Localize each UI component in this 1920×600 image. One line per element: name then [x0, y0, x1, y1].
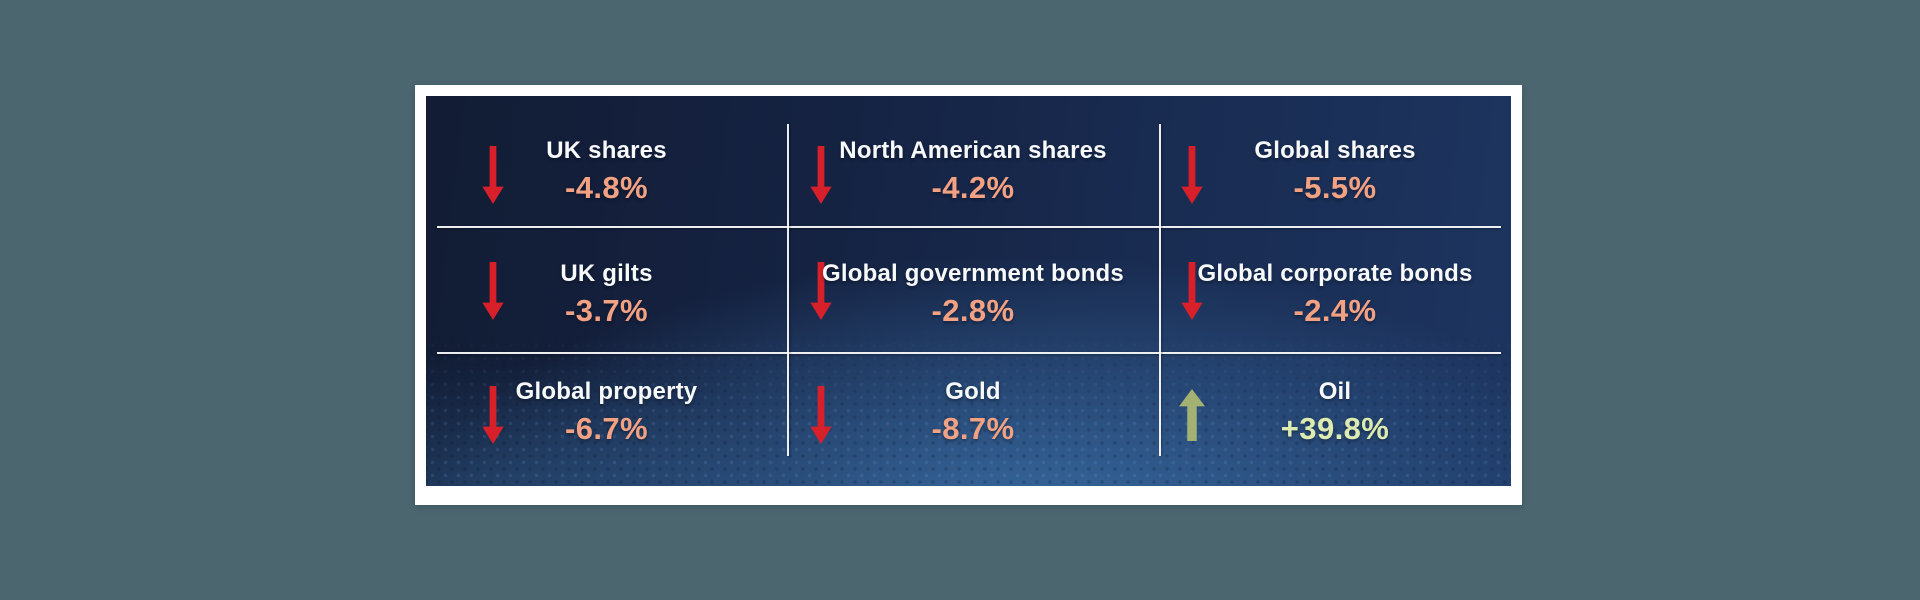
asset-label: Global government bonds — [822, 259, 1124, 287]
asset-label: UK gilts — [560, 259, 653, 287]
asset-value: -6.7% — [565, 410, 648, 446]
asset-label: UK shares — [546, 136, 667, 164]
asset-value: +39.8% — [1280, 410, 1390, 446]
asset-returns-card-frame: UK shares -4.8% North American shares -4… — [415, 85, 1522, 505]
asset-returns-panel: UK shares -4.8% North American shares -4… — [426, 96, 1511, 486]
cell-global-shares: Global shares -5.5% — [1159, 96, 1511, 226]
cell-text: Global corporate bonds -2.4% — [1159, 226, 1511, 352]
cell-global-corporate-bonds: Global corporate bonds -2.4% — [1159, 226, 1511, 352]
cell-text: Gold -8.7% — [787, 352, 1159, 486]
asset-label: Oil — [1318, 377, 1352, 405]
row-divider-2 — [437, 352, 1501, 354]
down-arrow-icon — [808, 386, 834, 444]
asset-grid: UK shares -4.8% North American shares -4… — [426, 96, 1511, 486]
asset-value: -2.4% — [1293, 292, 1377, 328]
column-divider-1 — [787, 124, 789, 456]
down-arrow-icon — [1179, 146, 1205, 204]
asset-label: Global corporate bonds — [1197, 259, 1473, 287]
cell-oil: Oil +39.8% — [1159, 352, 1511, 486]
row-divider-1 — [437, 226, 1501, 228]
down-arrow-icon — [480, 146, 506, 204]
cell-uk-gilts: UK gilts -3.7% — [426, 226, 787, 352]
down-arrow-icon — [480, 386, 506, 444]
asset-value: -4.2% — [931, 169, 1015, 205]
down-arrow-icon — [808, 146, 834, 204]
cell-text: Global government bonds -2.8% — [787, 226, 1159, 352]
column-divider-2 — [1159, 124, 1161, 456]
asset-value: -3.7% — [565, 292, 648, 328]
cell-text: Global property -6.7% — [426, 352, 787, 486]
asset-label: Gold — [945, 377, 1001, 405]
cell-text: UK shares -4.8% — [426, 96, 787, 226]
cell-global-government-bonds: Global government bonds -2.8% — [787, 226, 1159, 352]
asset-value: -4.8% — [565, 169, 648, 205]
cell-text: North American shares -4.2% — [787, 96, 1159, 226]
cell-gold: Gold -8.7% — [787, 352, 1159, 486]
down-arrow-icon — [808, 262, 834, 320]
asset-value: -5.5% — [1293, 169, 1377, 205]
cell-text: UK gilts -3.7% — [426, 226, 787, 352]
up-arrow-icon — [1179, 386, 1205, 444]
down-arrow-icon — [480, 262, 506, 320]
cell-global-property: Global property -6.7% — [426, 352, 787, 486]
asset-label: Global property — [515, 377, 698, 405]
asset-label: North American shares — [839, 136, 1107, 164]
cell-text: Global shares -5.5% — [1159, 96, 1511, 226]
down-arrow-icon — [1179, 262, 1205, 320]
asset-value: -8.7% — [931, 410, 1015, 446]
cell-north-american-shares: North American shares -4.2% — [787, 96, 1159, 226]
asset-value: -2.8% — [931, 292, 1015, 328]
asset-label: Global shares — [1254, 136, 1416, 164]
cell-text: Oil +39.8% — [1159, 352, 1511, 486]
cell-uk-shares: UK shares -4.8% — [426, 96, 787, 226]
